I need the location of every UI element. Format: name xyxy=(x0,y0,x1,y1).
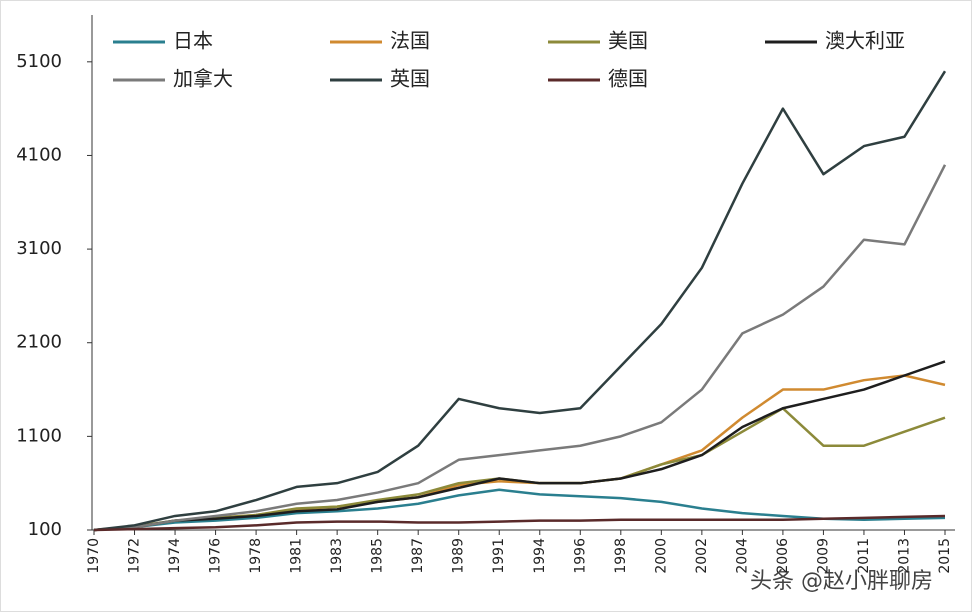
x-tick-label: 1991 xyxy=(491,538,507,574)
x-tick-label: 2015 xyxy=(937,538,953,574)
x-tick-label: 2004 xyxy=(734,538,750,574)
series-line xyxy=(93,360,946,532)
legend-label: 法国 xyxy=(390,29,430,53)
series-line xyxy=(93,70,947,532)
x-tick-label: 1978 xyxy=(248,538,264,574)
y-tick-label: 3100 xyxy=(16,238,62,259)
x-tick-label: 2000 xyxy=(653,538,669,574)
series-line xyxy=(93,488,946,532)
legend-label: 日本 xyxy=(173,29,213,53)
x-tick-label: 1972 xyxy=(127,538,143,574)
x-tick-label: 2002 xyxy=(694,538,710,574)
y-tick-label: 100 xyxy=(28,519,62,540)
x-tick-label: 1981 xyxy=(289,538,305,574)
x-tick-label: 1970 xyxy=(86,538,102,574)
y-tick-label: 4100 xyxy=(16,144,62,165)
x-tick-label: 1989 xyxy=(451,538,467,574)
x-tick-label: 2013 xyxy=(896,538,912,574)
x-tick-label: 1987 xyxy=(410,538,426,574)
x-tick-label: 1976 xyxy=(208,538,224,574)
x-tick-label: 1974 xyxy=(167,538,183,574)
x-tick-label: 1983 xyxy=(329,538,345,574)
series-line xyxy=(93,164,947,532)
x-tick-label: 1985 xyxy=(370,538,386,574)
x-tick-label: 1996 xyxy=(572,538,588,574)
x-tick-label: 2009 xyxy=(815,538,831,574)
legend-label: 加拿大 xyxy=(173,67,233,91)
x-tick-label: 1994 xyxy=(532,538,548,574)
y-tick-label: 2100 xyxy=(16,332,62,353)
legend-label: 澳大利亚 xyxy=(825,29,905,53)
watermark: 头条 @赵小胖聊房 xyxy=(750,569,933,594)
x-tick-label: 2011 xyxy=(856,538,872,574)
x-tick-label: 1998 xyxy=(613,538,629,574)
legend-label: 美国 xyxy=(608,29,648,53)
series-line xyxy=(93,514,946,532)
legend-label: 英国 xyxy=(390,67,430,91)
x-tick-label: 2006 xyxy=(775,538,791,574)
y-tick-label: 5100 xyxy=(16,51,62,72)
legend-label: 德国 xyxy=(608,67,648,91)
y-tick-label: 1100 xyxy=(16,425,62,446)
